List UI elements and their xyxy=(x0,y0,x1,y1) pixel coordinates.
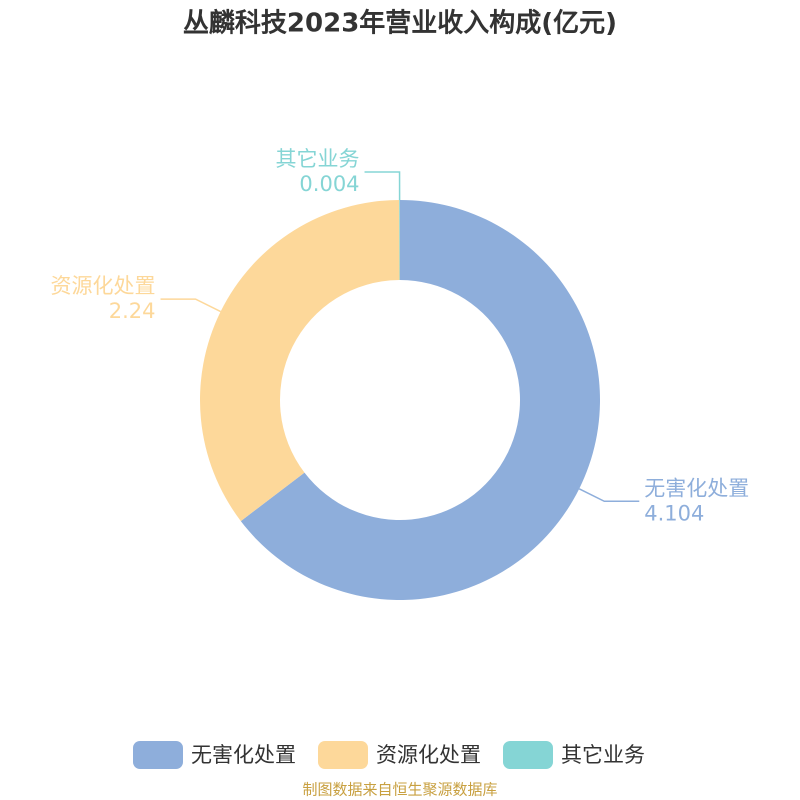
slice-value: 0.004 xyxy=(299,172,359,196)
leader-line xyxy=(160,298,221,313)
slice-value: 4.104 xyxy=(644,501,704,525)
donut-slice xyxy=(399,200,400,281)
legend-label: 其它业务 xyxy=(561,743,645,767)
donut-slice xyxy=(200,200,400,522)
slice-value: 2.24 xyxy=(109,299,156,323)
legend-label: 资源化处置 xyxy=(376,743,481,767)
leader-line xyxy=(578,488,640,503)
leader-line xyxy=(364,171,401,201)
legend-label: 无害化处置 xyxy=(191,743,296,767)
legend-swatch xyxy=(133,741,183,769)
chart-title: 丛麟科技2023年营业收入构成(亿元) xyxy=(183,8,617,39)
source-note: 制图数据来自恒生聚源数据库 xyxy=(302,781,497,799)
slice-label: 无害化处置 xyxy=(644,476,749,500)
slice-label: 其它业务 xyxy=(276,147,360,171)
legend-swatch xyxy=(318,741,368,769)
slice-label: 资源化处置 xyxy=(51,274,156,298)
legend-swatch xyxy=(503,741,553,769)
donut-slice xyxy=(240,200,600,600)
